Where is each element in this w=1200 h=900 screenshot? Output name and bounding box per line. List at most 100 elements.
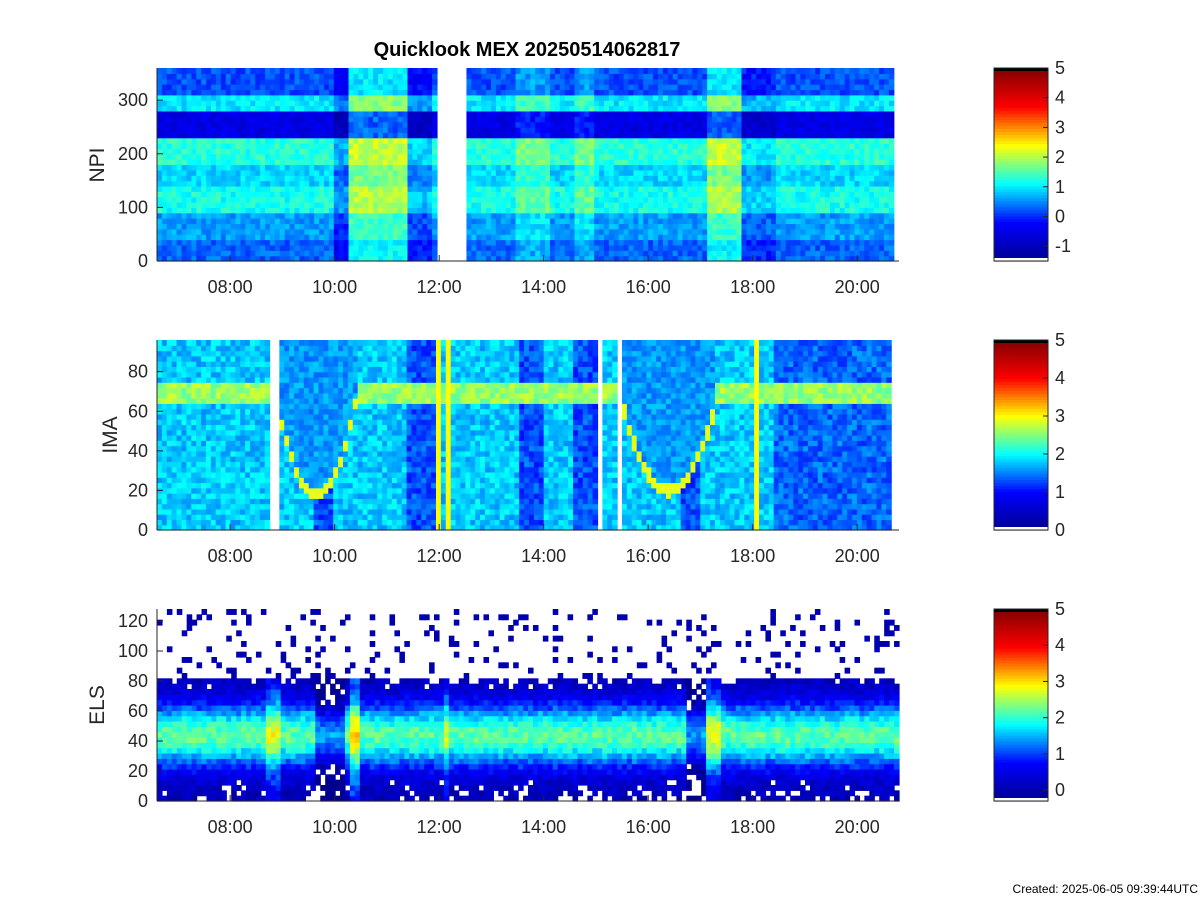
ima-colorbar-step	[994, 390, 1048, 395]
npi-colorbar-step	[994, 125, 1048, 129]
els-colorbar-step	[994, 627, 1048, 631]
ima-y-tick-label-2: 40	[128, 441, 148, 461]
ima-colorbar-step	[994, 378, 1048, 383]
els-colorbar-step	[994, 636, 1048, 640]
els-colorbar-step	[994, 747, 1048, 751]
els-y-tick-label-0: 0	[138, 791, 148, 811]
ima-colorbar-step	[994, 363, 1048, 368]
els-colorbar-tick-label-3: 3	[1055, 671, 1065, 691]
npi-colorbar-step	[994, 167, 1048, 172]
npi-colorbar-step	[994, 248, 1048, 253]
ima-colorbar-step	[994, 497, 1048, 501]
npi-colorbar-tick-label-4: 3	[1055, 117, 1065, 137]
els-colorbar-frame	[993, 608, 1049, 802]
ima-x-tick-label-2: 12:00	[417, 546, 462, 566]
ima-plot-area: 0 20 40 60 80 08:00 10:00 12:00 14:00 16:00 18:00 2…	[128, 340, 899, 566]
ima-colorbar-step	[994, 348, 1048, 353]
els-x-tick-label-3: 14:00	[521, 817, 566, 837]
npi-colorbar-bottom	[994, 258, 1048, 261]
ima-colorbar-step	[994, 375, 1048, 380]
npi-y-tick-label-3: 300	[118, 90, 148, 110]
els-colorbar-step	[994, 774, 1048, 778]
els-colorbar-step	[994, 681, 1048, 685]
npi-colorbar-step	[994, 245, 1048, 250]
npi-colorbar-step	[994, 209, 1048, 214]
els-x-tick-label-1: 10:00	[312, 817, 357, 837]
ima-colorbar-step	[994, 408, 1048, 412]
els-colorbar-top	[994, 609, 1048, 612]
ima-colorbar-step	[994, 458, 1048, 463]
npi-colorbar-step	[994, 179, 1048, 184]
els-y-tick-label-5: 100	[118, 641, 148, 661]
npi-colorbar-step	[994, 185, 1048, 190]
els-colorbar-step	[994, 708, 1048, 712]
npi-colorbar-step	[994, 161, 1048, 166]
npi-colorbar-step	[994, 176, 1048, 181]
els-colorbar-step	[994, 666, 1048, 670]
ima-colorbar-tick-label-3: 3	[1055, 406, 1065, 426]
els-colorbar-step	[994, 741, 1048, 745]
ima-colorbar-step	[994, 482, 1048, 487]
els-colorbar-step	[994, 738, 1048, 742]
els-colorbar-step	[994, 783, 1048, 787]
npi-colorbar-step	[994, 83, 1048, 87]
ima-colorbar-step	[994, 393, 1048, 398]
ima-colorbar-step	[994, 411, 1048, 415]
els-colorbar-step	[994, 720, 1048, 724]
ima-colorbar-tick-label-4: 4	[1055, 368, 1065, 388]
npi-x-tick-label-1: 10:00	[312, 277, 357, 297]
els-colorbar-step	[994, 675, 1048, 679]
npi-colorbar-step	[994, 104, 1048, 108]
npi-colorbar-top	[994, 68, 1048, 71]
npi-colorbar-step	[994, 170, 1048, 175]
npi-colorbar-tick-label-1: 0	[1055, 206, 1065, 226]
ima-colorbar-step	[994, 366, 1048, 371]
els-colorbar-tick-label-5: 5	[1055, 599, 1065, 619]
ima-colorbar-step	[994, 449, 1048, 454]
ima-colorbar-step	[994, 342, 1048, 347]
els-colorbar: 0 1 2 3 4 5	[993, 599, 1065, 802]
els-x-tick-label-2: 12:00	[417, 817, 462, 837]
npi-colorbar-step	[994, 191, 1048, 196]
els-colorbar-step	[994, 642, 1048, 646]
npi-colorbar-step	[994, 212, 1048, 217]
npi-colorbar-step	[994, 164, 1048, 169]
ima-colorbar-step	[994, 396, 1048, 400]
npi-x-tick-label-4: 16:00	[626, 277, 671, 297]
els-x-tick-label-5: 18:00	[730, 817, 775, 837]
els-y-axis-label: ELS	[86, 685, 109, 725]
ima-colorbar-step	[994, 443, 1048, 448]
els-colorbar-step	[994, 744, 1048, 748]
els-colorbar-step	[994, 771, 1048, 775]
npi-colorbar-step	[994, 227, 1048, 232]
ima-colorbar-step	[994, 464, 1048, 469]
ima-colorbar-step	[994, 387, 1048, 392]
ima-x-tick-label-0: 08:00	[208, 546, 253, 566]
npi-colorbar-tick-label-6: 5	[1055, 58, 1065, 78]
npi-colorbar-step	[994, 116, 1048, 120]
els-colorbar-step	[994, 732, 1048, 736]
npi-x-tick-label-6: 20:00	[835, 277, 880, 297]
npi-colorbar-step	[994, 182, 1048, 187]
els-y-tick-label-6: 120	[118, 611, 148, 631]
ima-colorbar-step	[994, 354, 1048, 359]
ima-colorbar-step	[994, 515, 1048, 519]
els-colorbar-tick-label-1: 1	[1055, 744, 1065, 764]
ima-colorbar-step	[994, 461, 1048, 466]
els-colorbar-bottom	[994, 798, 1048, 801]
ima-colorbar-step	[994, 518, 1048, 522]
npi-colorbar-step	[994, 194, 1048, 199]
els-colorbar-step	[994, 648, 1048, 652]
npi-x-tick-label-0: 08:00	[208, 277, 253, 297]
npi-colorbar-step	[994, 206, 1048, 211]
els-colorbar-step	[994, 780, 1048, 784]
npi-colorbar-step	[994, 188, 1048, 193]
els-colorbar-step	[994, 633, 1048, 637]
els-colorbar-tick-label-0: 0	[1055, 780, 1065, 800]
npi-colorbar-step	[994, 239, 1048, 244]
ima-colorbar-step	[994, 500, 1048, 504]
els-colorbar-step	[994, 672, 1048, 676]
els-heatmap-image	[157, 609, 900, 802]
